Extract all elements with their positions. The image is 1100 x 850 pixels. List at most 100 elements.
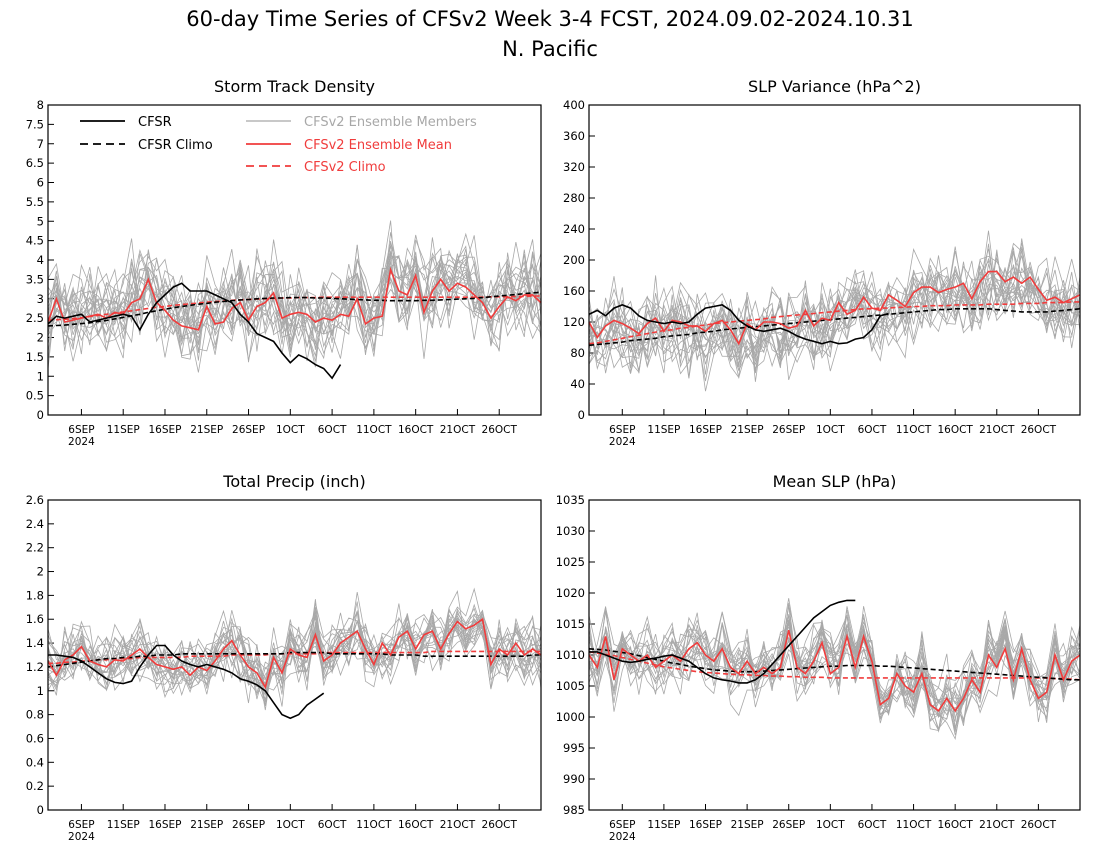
y-tick-label: 2 [37, 565, 44, 579]
y-tick-label: 1 [37, 684, 44, 698]
x-tick-label: 6SEP [68, 424, 94, 436]
x-tick-label: 6OCT [858, 424, 887, 436]
y-tick-label: 280 [563, 191, 585, 205]
y-tick-label: 0.8 [26, 708, 44, 722]
y-tick-label: 2 [37, 331, 44, 345]
y-tick-label: 2.2 [26, 541, 44, 555]
y-tick-label: 2.6 [26, 493, 44, 507]
y-tick-label: 2.5 [26, 311, 44, 325]
y-tick-label: 1015 [556, 617, 585, 631]
y-tick-label: 1030 [556, 524, 585, 538]
y-tick-label: 1.6 [26, 612, 44, 626]
x-tick-label: 21OCT [440, 819, 476, 831]
x-tick-label: 11SEP [647, 424, 680, 436]
x-tick-label: 16SEP [689, 819, 722, 831]
y-tick-label: 200 [563, 253, 585, 267]
x-tick-year-label: 2024 [609, 436, 636, 448]
x-tick-label: 11OCT [356, 819, 392, 831]
ensemble-members [48, 589, 541, 710]
x-tick-label: 16OCT [398, 819, 434, 831]
y-tick-label: 1.2 [26, 660, 44, 674]
x-tick-label: 1OCT [276, 424, 305, 436]
y-tick-label: 6.5 [26, 156, 44, 170]
x-tick-label: 26SEP [772, 424, 805, 436]
y-tick-label: 0.4 [26, 755, 44, 769]
y-tick-label: 1000 [556, 710, 585, 724]
legend-label-cfsr-climo: CFSR Climo [138, 138, 213, 153]
y-tick-label: 1.5 [26, 350, 44, 364]
y-tick-label: 1010 [556, 648, 585, 662]
y-tick-label: 320 [563, 160, 585, 174]
y-tick-label: 4.5 [26, 234, 44, 248]
y-tick-label: 8 [37, 98, 44, 112]
legend-label-ens-mean: CFSv2 Ensemble Mean [304, 138, 452, 153]
x-tick-label: 16OCT [398, 424, 434, 436]
y-tick-label: 1 [37, 369, 44, 383]
x-tick-year-label: 2024 [68, 831, 95, 843]
y-tick-label: 3.5 [26, 272, 44, 286]
y-tick-label: 400 [563, 98, 585, 112]
x-tick-label: 21SEP [731, 819, 764, 831]
y-tick-label: 985 [563, 803, 585, 817]
x-tick-label: 6OCT [318, 819, 347, 831]
x-tick-label: 16SEP [148, 819, 181, 831]
panel-4: Mean SLP (hPa)98599099510001005101010151… [556, 472, 1080, 843]
x-tick-label: 11OCT [896, 424, 932, 436]
y-tick-label: 2.4 [26, 517, 44, 531]
x-tick-label: 26SEP [232, 424, 265, 436]
figure-subtitle: N. Pacific [502, 37, 598, 61]
x-tick-label: 16SEP [689, 424, 722, 436]
panel-1: Storm Track Density00.511.522.533.544.55… [26, 77, 541, 448]
legend-label-cfsv2-climo: CFSv2 Climo [304, 160, 386, 175]
x-tick-label: 21OCT [440, 424, 476, 436]
x-tick-label: 21OCT [979, 819, 1015, 831]
legend-label-cfsr: CFSR [138, 115, 172, 130]
y-tick-label: 1.8 [26, 588, 44, 602]
y-tick-label: 7.5 [26, 117, 44, 131]
x-tick-label: 11SEP [107, 819, 140, 831]
x-tick-label: 6OCT [858, 819, 887, 831]
figure: 60-day Time Series of CFSv2 Week 3-4 FCS… [0, 0, 1100, 850]
x-tick-label: 16SEP [148, 424, 181, 436]
x-tick-label: 6OCT [318, 424, 347, 436]
x-tick-label: 26SEP [232, 819, 265, 831]
panel-title: Storm Track Density [214, 77, 375, 96]
x-tick-label: 21OCT [979, 424, 1015, 436]
y-tick-label: 0 [37, 408, 44, 422]
x-tick-label: 1OCT [816, 819, 845, 831]
x-tick-label: 11OCT [896, 819, 932, 831]
x-tick-label: 6SEP [68, 819, 94, 831]
y-tick-label: 990 [563, 772, 585, 786]
y-tick-label: 240 [563, 222, 585, 236]
y-tick-label: 0.2 [26, 779, 44, 793]
y-tick-label: 5.5 [26, 195, 44, 209]
x-tick-label: 21SEP [731, 424, 764, 436]
x-tick-label: 26OCT [1021, 424, 1057, 436]
y-tick-label: 40 [570, 377, 585, 391]
panel-title: Total Precip (inch) [222, 472, 365, 491]
x-tick-year-label: 2024 [609, 831, 636, 843]
y-tick-label: 0.5 [26, 389, 44, 403]
panel-2: SLP Variance (hPa^2) 0 40 80 120 160 200 240 280… [563, 77, 1080, 448]
y-tick-label: 5 [37, 214, 44, 228]
y-tick-label: 1005 [556, 679, 585, 693]
y-tick-label: 360 [563, 129, 585, 143]
y-tick-label: 6 [37, 176, 44, 190]
y-tick-label: 7 [37, 137, 44, 151]
x-tick-label: 11SEP [107, 424, 140, 436]
y-tick-label: 4 [37, 253, 44, 267]
x-tick-label: 21SEP [190, 424, 223, 436]
x-tick-label: 26OCT [482, 819, 518, 831]
y-tick-label: 160 [563, 284, 585, 298]
x-tick-label: 26OCT [482, 424, 518, 436]
x-tick-label: 1OCT [816, 424, 845, 436]
y-tick-label: 80 [570, 346, 585, 360]
x-tick-label: 16OCT [937, 819, 973, 831]
x-tick-label: 16OCT [937, 424, 973, 436]
y-tick-label: 1035 [556, 493, 585, 507]
y-tick-label: 0 [37, 803, 44, 817]
legend: CFSR CFSR Climo CFSv2 Ensemble Members CFSv… [80, 115, 477, 175]
y-tick-label: 1025 [556, 555, 585, 569]
y-tick-label: 995 [563, 741, 585, 755]
y-tick-label: 0.6 [26, 731, 44, 745]
